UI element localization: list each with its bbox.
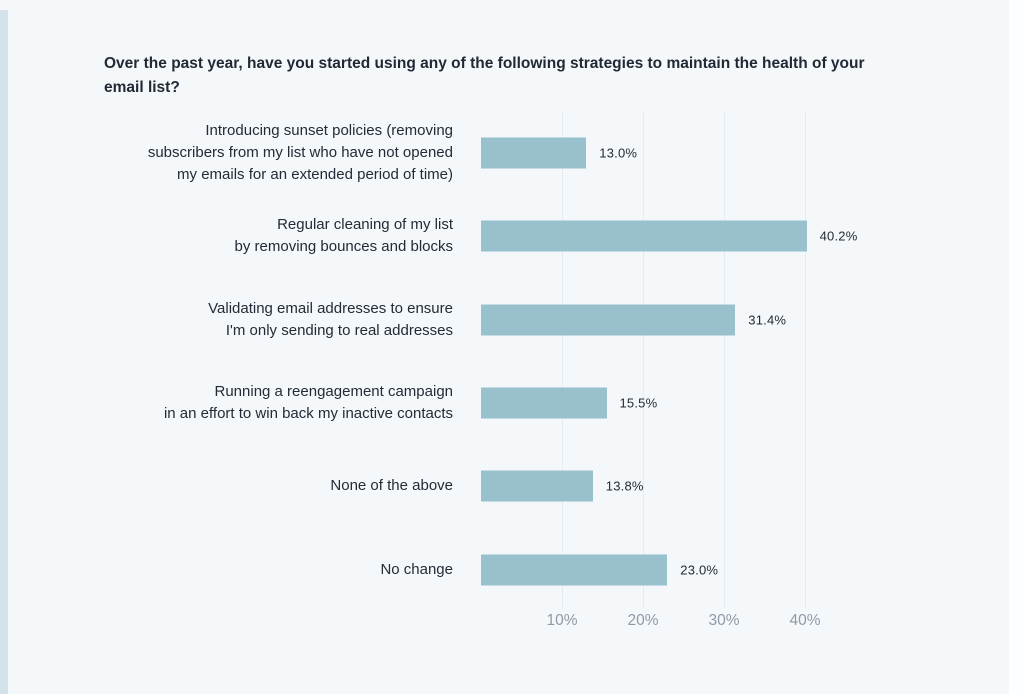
- x-tick-label: 20%: [627, 612, 659, 629]
- value-label: 15.5%: [619, 395, 658, 411]
- x-tick-label: 30%: [708, 612, 740, 629]
- bar: [481, 387, 607, 419]
- category-label: Validating email addresses to ensure I'm…: [208, 300, 453, 339]
- bar: [481, 554, 668, 586]
- gridline-30pct: [724, 113, 725, 608]
- value-label: 40.2%: [819, 228, 858, 244]
- category-label: Running a reengagement campaign in an ef…: [163, 383, 453, 422]
- right-edge-strip: [1009, 0, 1024, 694]
- bar: [481, 304, 736, 336]
- x-tick-label: 40%: [789, 612, 821, 629]
- category-label: Introducing sunset policies (removing su…: [147, 122, 453, 183]
- category-label: None of the above: [330, 477, 453, 494]
- gridline-20pct: [643, 113, 644, 608]
- category-label: Regular cleaning of my list by removing …: [234, 216, 453, 255]
- gridline-10pct: [562, 113, 563, 608]
- gridline-40pct: [805, 113, 806, 608]
- value-label: 13.0%: [599, 145, 638, 161]
- x-tick-label: 10%: [546, 612, 578, 629]
- chart-title: Over the past year, have you started usi…: [104, 55, 865, 97]
- value-label: 23.0%: [680, 562, 719, 578]
- left-edge-strip: [0, 10, 8, 694]
- value-label: 13.8%: [605, 478, 644, 494]
- bar: [481, 470, 593, 502]
- category-label: No change: [380, 561, 453, 578]
- bar: [481, 220, 807, 252]
- value-label: 31.4%: [748, 312, 787, 328]
- bar: [481, 137, 587, 169]
